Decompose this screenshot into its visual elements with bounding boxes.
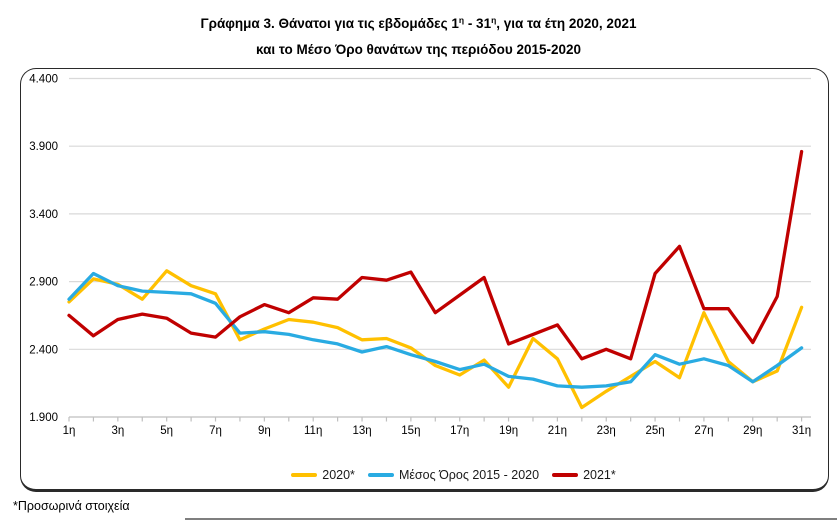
svg-text:9η: 9η — [258, 425, 271, 437]
legend-swatch-2021-icon — [552, 473, 579, 477]
chart-title-line1: Γράφημα 3. Θάνατοι για τις εβδομάδες 1η … — [200, 15, 637, 31]
svg-text:3.900: 3.900 — [29, 141, 58, 153]
svg-text:5η: 5η — [160, 425, 173, 437]
bottom-divider — [185, 518, 837, 520]
legend-label-2020: 2020* — [322, 468, 355, 482]
legend-label-2021: 2021* — [583, 468, 616, 482]
legend-swatch-2020-icon — [291, 473, 318, 477]
svg-text:27η: 27η — [694, 425, 713, 437]
svg-text:17η: 17η — [450, 425, 469, 437]
svg-text:23η: 23η — [597, 425, 616, 437]
svg-text:2.900: 2.900 — [29, 277, 58, 289]
svg-text:29η: 29η — [743, 425, 762, 437]
chart-title-line2: και το Μέσο Όρο θανάτων της περιόδου 201… — [255, 42, 582, 57]
svg-text:1.900: 1.900 — [29, 412, 58, 424]
svg-text:31η: 31η — [792, 425, 811, 437]
svg-text:19η: 19η — [499, 425, 518, 437]
svg-text:7η: 7η — [209, 425, 222, 437]
chart-title: Γράφημα 3. Θάνατοι για τις εβδομάδες 1η … — [0, 7, 837, 63]
svg-text:3.400: 3.400 — [29, 209, 58, 221]
svg-text:25η: 25η — [645, 425, 664, 437]
legend-item-2020: 2020* — [291, 468, 355, 482]
svg-text:21η: 21η — [548, 425, 567, 437]
svg-text:15η: 15η — [401, 425, 420, 437]
svg-text:2.400: 2.400 — [29, 344, 58, 356]
line-chart: 1.900 2.400 2.900 3.400 3.900 4.400 1η 3η 5η 7η 9η… — [29, 74, 811, 438]
footnote: *Προσωρινά στοιχεία — [13, 499, 130, 513]
legend-item-average-2015-2020: Μέσος Όρος 2015 - 2020 — [367, 468, 540, 482]
chart-legend: 2020* Μέσος Όρος 2015 - 2020 2021* — [21, 468, 828, 482]
legend-item-2021: 2021* — [552, 468, 616, 482]
svg-text:1η: 1η — [63, 425, 76, 437]
chart-panel: 1.900 2.400 2.900 3.400 3.900 4.400 1η 3η 5η 7η 9η… — [20, 68, 829, 492]
svg-text:4.400: 4.400 — [29, 74, 58, 86]
svg-text:13η: 13η — [352, 425, 371, 437]
svg-text:11η: 11η — [304, 425, 322, 437]
svg-text:3η: 3η — [111, 425, 124, 437]
legend-label-average: Μέσος Όρος 2015 - 2020 — [398, 468, 540, 482]
legend-swatch-average-icon — [367, 473, 394, 477]
